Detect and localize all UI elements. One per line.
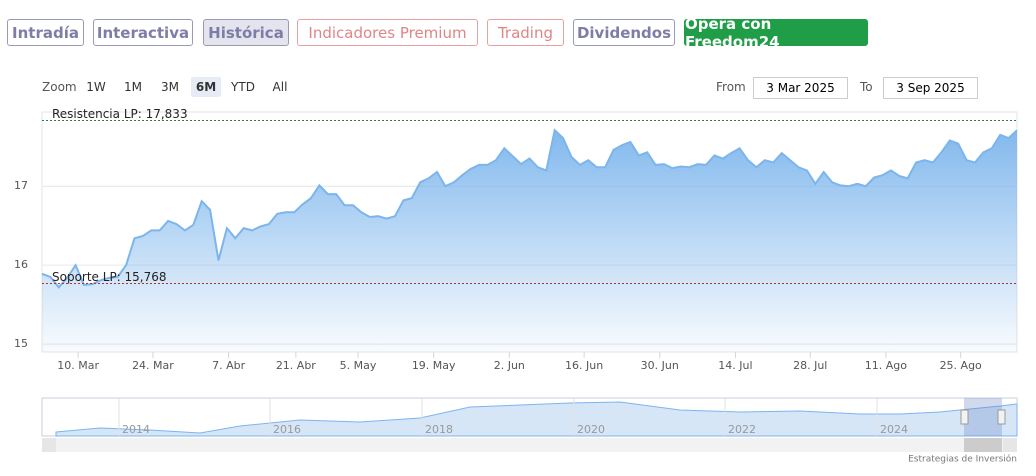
- y-tick-label: 16: [14, 258, 28, 271]
- zoom-label: Zoom: [42, 80, 77, 94]
- x-tick-label: 28. Jul: [793, 359, 827, 372]
- y-tick-label: 15: [14, 337, 28, 350]
- x-tick-label: 7. Abr: [212, 359, 245, 372]
- x-tick-label: 2. Jun: [494, 359, 525, 372]
- zoom-button[interactable]: 3M: [161, 80, 179, 94]
- x-tick-label: 25. Ago: [940, 359, 982, 372]
- to-label: To: [860, 80, 873, 94]
- navigator-handle[interactable]: [997, 409, 1006, 425]
- x-tick-label: 5. May: [340, 359, 377, 372]
- navigator-label: 2016: [273, 423, 301, 436]
- zoom-button[interactable]: YTD: [231, 80, 255, 94]
- scroll-right[interactable]: [1003, 438, 1017, 452]
- x-tick-label: 30. Jun: [641, 359, 679, 372]
- tab[interactable]: Trading: [487, 19, 564, 46]
- scrollbar-thumb[interactable]: [964, 438, 1002, 452]
- tab[interactable]: Dividendos: [573, 19, 675, 46]
- zoom-button[interactable]: 1M: [124, 80, 142, 94]
- zoom-button[interactable]: 1W: [86, 80, 106, 94]
- tab[interactable]: Histórica: [203, 19, 289, 46]
- tab[interactable]: Opera con Freedom24: [684, 15, 868, 51]
- navigator-label: 2018: [425, 423, 453, 436]
- navigator-handle[interactable]: [960, 409, 969, 425]
- scroll-left[interactable]: [42, 438, 56, 452]
- zoom-button[interactable]: All: [272, 80, 288, 94]
- area: [42, 130, 1017, 352]
- to-input[interactable]: 3 Sep 2025: [883, 77, 978, 99]
- x-tick-label: 16. Jun: [565, 359, 603, 372]
- navigator-label: 2014: [122, 423, 150, 436]
- navigator-label: 2020: [577, 423, 605, 436]
- x-tick-label: 10. Mar: [57, 359, 99, 372]
- x-tick-label: 19. May: [412, 359, 456, 372]
- navigator-series: [55, 401, 1018, 437]
- scrollbar[interactable]: [42, 438, 1017, 452]
- from-label: From: [716, 80, 746, 94]
- tab[interactable]: Indicadores Premium: [297, 19, 478, 46]
- x-tick-label: 11. Ago: [865, 359, 907, 372]
- navigator-label: 2024: [880, 423, 908, 436]
- x-tick-label: 24. Mar: [132, 359, 174, 372]
- navigator-label: 2022: [728, 423, 756, 436]
- tab[interactable]: Interactiva: [93, 19, 193, 46]
- annotation-label: Soporte LP: 15,768: [52, 270, 167, 284]
- y-tick-label: 17: [14, 179, 28, 192]
- x-tick-label: 14. Jul: [718, 359, 752, 372]
- credit: Estrategias de Inversión: [908, 454, 1017, 465]
- line: [41, 128, 1018, 289]
- from-input[interactable]: 3 Mar 2025: [753, 77, 848, 99]
- tab[interactable]: Intradía: [7, 19, 84, 46]
- annotation-label: Resistencia LP: 17,833: [52, 107, 188, 121]
- navigator-selection[interactable]: [964, 398, 1002, 436]
- x-tick-label: 21. Abr: [276, 359, 316, 372]
- zoom-button[interactable]: 6M: [191, 77, 221, 97]
